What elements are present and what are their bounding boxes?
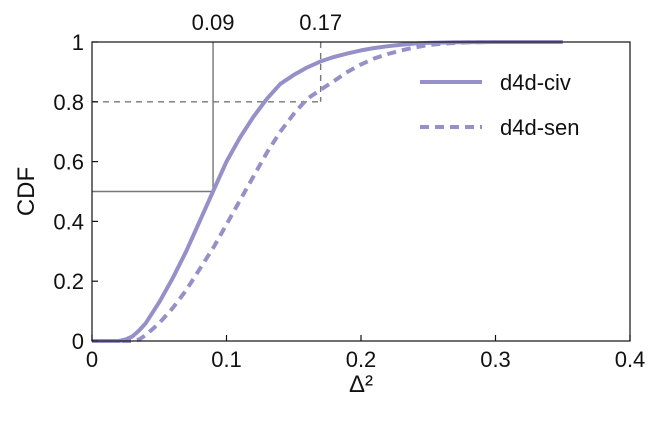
y-tick-label-3: 0.6	[53, 150, 84, 175]
legend-label-d4d-sen: d4d-sen	[500, 115, 580, 140]
reference-lines	[92, 42, 322, 193]
tick-marks	[91, 41, 631, 342]
y-tick-labels: 0 0.2 0.4 0.6 0.8 1	[53, 30, 84, 354]
legend-label-d4d-civ: d4d-civ	[500, 70, 571, 95]
legend: d4d-civ d4d-sen	[420, 70, 580, 140]
x-axis-label: Δ²	[349, 371, 373, 398]
x-tick-label-2: 0.2	[346, 347, 377, 372]
y-tick-label-5: 1	[72, 30, 84, 55]
series-lines	[92, 40, 563, 343]
x-tick-label-0: 0	[86, 347, 98, 372]
annotation-label-0: 0.09	[192, 10, 235, 35]
x-tick-labels: 0 0.1 0.2 0.3 0.4	[86, 347, 645, 372]
annotation-labels: 0.09 0.17	[192, 10, 342, 35]
series-line-d4d-civ	[92, 40, 563, 343]
y-tick-label-0: 0	[72, 329, 84, 354]
y-axis-label: CDF	[13, 167, 40, 216]
x-tick-label-1: 0.1	[211, 347, 242, 372]
x-tick-label-3: 0.3	[480, 347, 511, 372]
y-tick-label-4: 0.8	[53, 90, 84, 115]
y-tick-label-1: 0.2	[53, 269, 84, 294]
annotation-label-1: 0.17	[299, 10, 342, 35]
x-tick-label-4: 0.4	[615, 347, 646, 372]
y-tick-label-2: 0.4	[53, 209, 84, 234]
series-line-d4d-sen	[92, 40, 563, 343]
